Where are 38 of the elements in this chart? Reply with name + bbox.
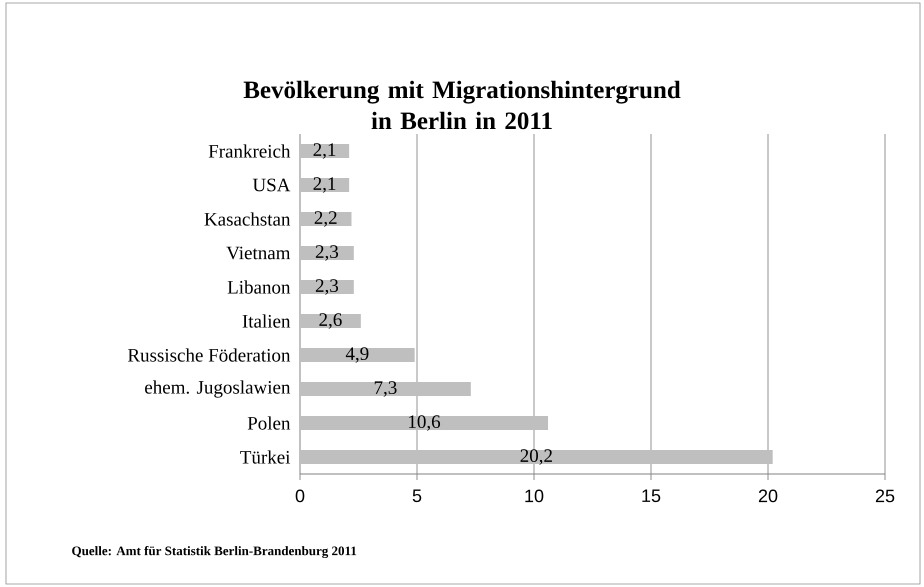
data-label: 2,2 bbox=[314, 211, 337, 227]
data-label: 4,9 bbox=[346, 347, 368, 363]
bar bbox=[300, 212, 352, 226]
data-label: 2,1 bbox=[314, 177, 336, 193]
y-tick-label: USA bbox=[252, 178, 290, 192]
source-note: Quelle: Amt für Statistik Berlin-Brandenburg 2011 bbox=[72, 546, 356, 558]
y-tick-label: Türkei bbox=[240, 450, 290, 464]
bar bbox=[300, 348, 415, 362]
data-label: 10,6 bbox=[409, 415, 440, 431]
bar bbox=[300, 450, 773, 464]
x-tick-label: 5 bbox=[412, 490, 422, 502]
bar bbox=[300, 178, 350, 192]
y-tick-label: Vietnam bbox=[226, 246, 290, 260]
bar bbox=[300, 246, 354, 260]
data-label: 20,2 bbox=[520, 449, 552, 465]
y-tick-label: Libanon bbox=[228, 280, 290, 294]
y-tick-label: Frankreich bbox=[208, 144, 290, 158]
bar bbox=[300, 144, 350, 158]
bar bbox=[300, 280, 354, 294]
y-tick-label: Russische Föderation bbox=[128, 348, 290, 362]
y-tick-label: Italien bbox=[242, 314, 290, 328]
x-tick-label: 15 bbox=[642, 490, 660, 502]
y-tick-label: Polen bbox=[248, 416, 290, 430]
y-tick-label: ehem. Jugoslawien bbox=[145, 380, 290, 398]
data-label: 7,3 bbox=[374, 381, 397, 397]
x-tick-label: 25 bbox=[876, 490, 894, 502]
chart-title: Bevölkerung mit Migrationshintergrund in Berlin in 2011 bbox=[244, 80, 680, 130]
data-label: 2,1 bbox=[314, 143, 336, 159]
data-label: 2,3 bbox=[316, 245, 338, 261]
x-tick-label: 0 bbox=[296, 490, 304, 502]
bar bbox=[300, 416, 548, 430]
data-label: 2,6 bbox=[319, 313, 342, 329]
x-tick-label: 10 bbox=[525, 490, 544, 502]
y-tick-label: Kasachstan bbox=[204, 212, 290, 226]
data-label: 2,3 bbox=[316, 279, 338, 295]
bar bbox=[300, 314, 361, 328]
bar bbox=[300, 382, 471, 396]
x-tick-label: 20 bbox=[758, 490, 778, 502]
